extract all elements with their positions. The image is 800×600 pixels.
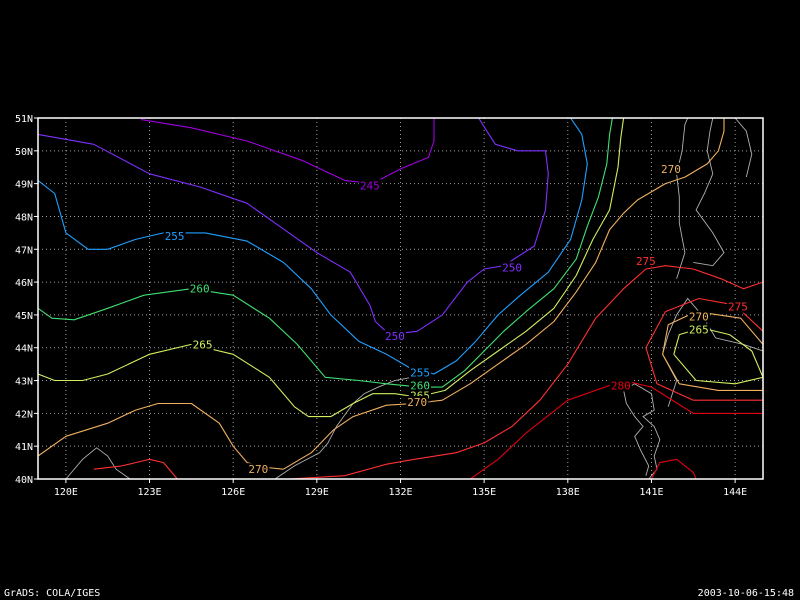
coastline: [734, 117, 753, 178]
coastline: [676, 117, 689, 279]
contour-label-265: 265: [193, 338, 213, 351]
x-tick-label: 126E: [221, 487, 245, 498]
x-tick-label: 123E: [137, 487, 161, 498]
x-tick-label: 141E: [639, 487, 663, 498]
y-tick-label: 46N: [15, 278, 33, 289]
contour-label-bg: [191, 338, 214, 351]
contour-line-280: [469, 379, 763, 480]
contour-label-bg: [687, 310, 710, 323]
contour-label-255: 255: [165, 230, 185, 243]
contour-line-245: [141, 118, 435, 185]
contour-label-260: 260: [410, 379, 430, 392]
y-tick-label: 40N: [15, 475, 33, 486]
y-tick-label: 51N: [15, 114, 33, 125]
contour-label-bg: [634, 254, 657, 267]
y-tick-label: 41N: [15, 442, 33, 453]
contour-label-bg: [383, 330, 406, 343]
contour-line-265: [673, 327, 764, 385]
contour-label-255: 255: [410, 366, 430, 379]
contour-label-260: 260: [190, 283, 210, 296]
coastline: [623, 383, 661, 480]
y-tick-label: 47N: [15, 245, 33, 256]
x-tick-label: 135E: [472, 487, 496, 498]
y-tick-label: 45N: [15, 311, 33, 322]
x-tick-label: 120E: [54, 487, 78, 498]
contour-label-250: 250: [502, 261, 522, 274]
contour-label-bg: [687, 323, 710, 336]
y-tick-label: 43N: [15, 377, 33, 388]
coastline: [65, 447, 131, 480]
contour-label-270: 270: [689, 311, 709, 324]
contour-line-250: [37, 117, 549, 336]
footer-timestamp: 2003-10-06-15:48: [697, 588, 794, 599]
contour-lines: [37, 117, 764, 480]
contour-label-bg: [406, 395, 429, 408]
contour-line-265: [37, 117, 625, 418]
footer-software-label: GrADS: COLA/IGES: [4, 588, 101, 599]
contour-label-bg: [409, 366, 432, 379]
contour-label-bg: [501, 261, 524, 274]
y-tick-label: 49N: [15, 180, 33, 191]
contour-labels: 2452502502552552602602652652652702702702…: [163, 162, 749, 476]
y-tick-label: 48N: [15, 212, 33, 223]
contour-label-bg: [409, 379, 432, 392]
contour-label-280: 280: [611, 379, 631, 392]
contour-label-250: 250: [385, 330, 405, 343]
x-tick-label: 129E: [305, 487, 329, 498]
contour-line-270: [37, 118, 725, 470]
contour-label-bg: [659, 162, 682, 175]
contour-label-bg: [163, 230, 186, 243]
contour-label-265: 265: [689, 324, 709, 337]
coastline: [693, 117, 725, 267]
contour-label-270: 270: [661, 163, 681, 176]
axis-tick-labels: 120E 123E 126E 129E 132E 135E 138E 141E 144E 40N 4…: [15, 114, 747, 498]
x-tick-label: 132E: [388, 487, 412, 498]
contour-label-bg: [726, 300, 749, 313]
contour-line-275: [645, 297, 764, 401]
contour-label-bg: [358, 179, 381, 192]
contour-label-bg: [247, 463, 270, 476]
contour-line-280: [651, 458, 697, 480]
contour-label-270: 270: [248, 463, 268, 476]
contour-label-275: 275: [728, 301, 748, 314]
contour-label-275: 275: [636, 255, 656, 268]
y-tick-label: 50N: [15, 147, 33, 158]
contour-label-270: 270: [407, 396, 427, 409]
y-tick-label: 44N: [15, 344, 33, 355]
contour-label-245: 245: [360, 179, 380, 192]
contour-line-275: [93, 265, 764, 480]
contour-line-255: [37, 117, 588, 375]
contour-label-bg: [188, 282, 211, 295]
x-tick-label: 138E: [556, 487, 580, 498]
y-tick-label: 42N: [15, 409, 33, 420]
contour-label-bg: [609, 379, 632, 392]
x-tick-label: 144E: [723, 487, 747, 498]
